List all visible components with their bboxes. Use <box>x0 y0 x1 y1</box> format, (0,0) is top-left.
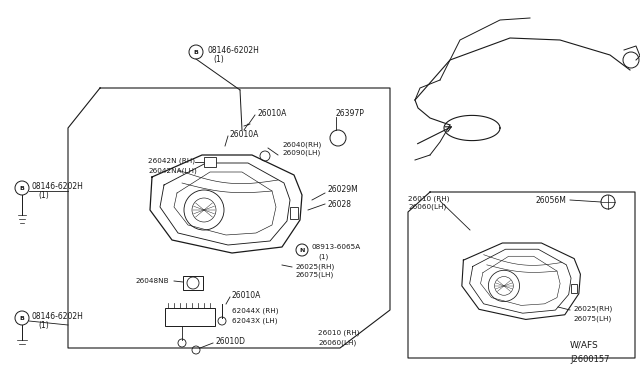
Text: 26060(LH): 26060(LH) <box>318 339 356 346</box>
Text: W/AFS: W/AFS <box>570 340 599 349</box>
Text: 08146-6202H: 08146-6202H <box>32 312 84 321</box>
Text: (1): (1) <box>38 191 49 200</box>
Text: 26010A: 26010A <box>232 291 261 300</box>
Text: (1): (1) <box>38 321 49 330</box>
Text: 62043X (LH): 62043X (LH) <box>232 317 278 324</box>
Text: 26397P: 26397P <box>336 109 365 118</box>
Text: B: B <box>20 186 24 190</box>
Text: 26010 (RH): 26010 (RH) <box>318 330 360 337</box>
Text: J2600157: J2600157 <box>570 355 609 364</box>
Text: B: B <box>193 49 198 55</box>
Text: 26010D: 26010D <box>215 337 245 346</box>
Text: 26042NA(LH): 26042NA(LH) <box>148 167 196 173</box>
Text: 08913-6065A: 08913-6065A <box>312 244 361 250</box>
Text: 26029M: 26029M <box>328 185 359 194</box>
Text: 26025(RH): 26025(RH) <box>573 306 612 312</box>
Text: 26025(RH): 26025(RH) <box>295 263 334 269</box>
Bar <box>571 283 577 293</box>
Text: 26042N (RH): 26042N (RH) <box>148 158 195 164</box>
Text: 26090(LH): 26090(LH) <box>282 150 320 157</box>
Text: 26048NB: 26048NB <box>135 278 168 284</box>
Bar <box>165 308 215 326</box>
Text: 26010A: 26010A <box>258 109 287 118</box>
Text: (1): (1) <box>213 55 224 64</box>
Text: 62044X (RH): 62044X (RH) <box>232 308 278 314</box>
Text: 26075(LH): 26075(LH) <box>295 272 333 279</box>
Text: 26060(LH): 26060(LH) <box>408 204 446 211</box>
Text: 26056M: 26056M <box>536 196 567 205</box>
Text: B: B <box>20 315 24 321</box>
Text: (1): (1) <box>318 253 328 260</box>
Text: 26075(LH): 26075(LH) <box>573 315 611 321</box>
Text: 08146-6202H: 08146-6202H <box>207 46 259 55</box>
Bar <box>204 157 216 167</box>
Text: 26028: 26028 <box>328 200 352 209</box>
Text: 08146-6202H: 08146-6202H <box>32 182 84 191</box>
Text: 26010A: 26010A <box>230 130 259 139</box>
Bar <box>183 276 203 290</box>
Text: N: N <box>300 247 305 253</box>
Bar <box>290 207 298 219</box>
Text: 26040(RH): 26040(RH) <box>282 141 321 148</box>
Text: 26010 (RH): 26010 (RH) <box>408 195 449 202</box>
